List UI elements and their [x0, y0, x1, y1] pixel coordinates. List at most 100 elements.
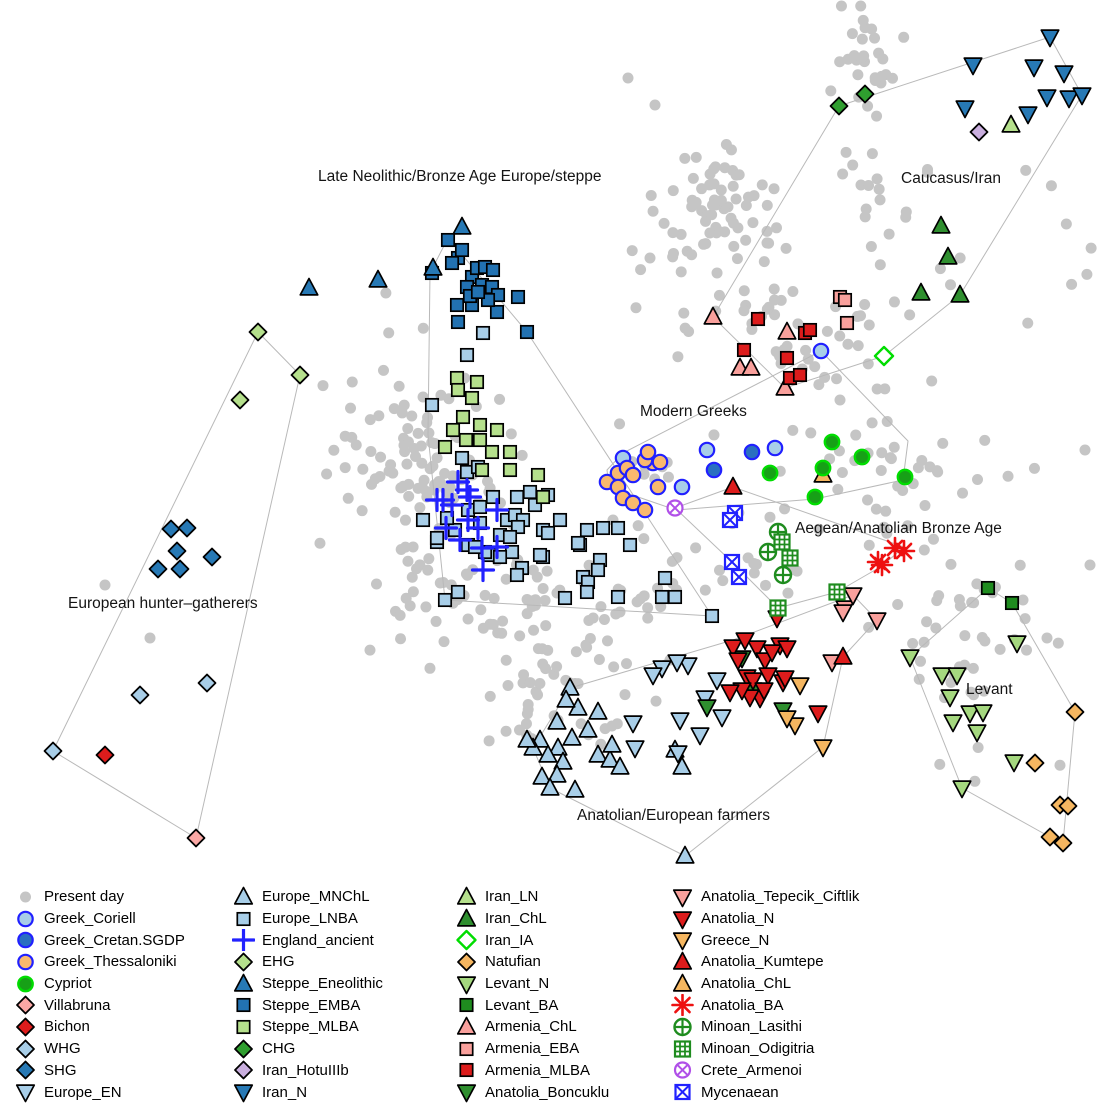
legend-marker-icon: [233, 1084, 254, 1103]
legend-marker-icon: [672, 951, 693, 970]
legend-marker-icon: [236, 911, 251, 926]
legend-marker-icon: [234, 1060, 253, 1080]
legend-item-label: Levant_N: [485, 975, 550, 993]
legend-marker-icon: [17, 910, 34, 927]
legend-marker-icon: [673, 1017, 692, 1037]
legend-item-label: Greece_N: [701, 931, 770, 949]
legend-item-label: Anatolia_ChL: [701, 975, 792, 993]
region-labels: Late Neolithic/Bronze Age Europe/steppe C…: [68, 168, 1013, 824]
series-Levant_N: [900, 635, 1027, 799]
legend-item-label: Minoan_Odigitria: [701, 1040, 815, 1058]
legend-marker-icon: [236, 1019, 251, 1035]
legend-marker-icon: [236, 998, 251, 1013]
legend-item-label: Villabruna: [44, 996, 111, 1014]
legend-item-label: WHG: [44, 1040, 81, 1058]
legend-marker-icon: [456, 1084, 477, 1103]
legend-marker-icon: [457, 952, 476, 972]
legend-item-label: Europe_MNChL: [262, 888, 370, 906]
legend-marker-icon: [15, 1084, 36, 1103]
series-CHG: [829, 84, 875, 116]
region-label: Late Neolithic/Bronze Age Europe/steppe: [318, 168, 602, 185]
legend-item-label: Iran_N: [262, 1083, 308, 1101]
region-label: Anatolian/European farmers: [577, 807, 770, 824]
legend-marker-icon: [20, 891, 31, 903]
legend-item-label: Present day: [44, 888, 125, 906]
series-Cypriot: [761, 433, 914, 506]
series-Anatolia_Tepecik_Ciftlik: [822, 587, 887, 673]
legend-item-label: Steppe_MLBA: [262, 1018, 359, 1036]
cluster-hulls: [52, 36, 1083, 857]
legend-item-Iran_ChL: Iran_ChL: [455, 908, 609, 930]
legend-item-label: Greek_Thessaloniki: [44, 953, 177, 971]
legend-marker-icon: [672, 973, 693, 992]
series-Anatolia_BA: [866, 536, 916, 577]
legend-marker-icon: [232, 929, 255, 952]
legend-item-Steppe_Eneolithic: Steppe_Eneolithic: [232, 973, 383, 995]
legend-item-Anatolia_Tepecik_Ciftlik: Anatolia_Tepecik_Ciftlik: [671, 886, 859, 908]
legend-marker-icon: [234, 952, 253, 972]
legend-column-2: Europe_MNChL Europe_LNBA England_ancient EH…: [232, 886, 383, 1103]
legend-marker-icon: [456, 975, 477, 994]
legend-item-Bichon: Bichon: [14, 1016, 185, 1038]
legend-item-Europe_MNChL: Europe_MNChL: [232, 886, 383, 908]
series-EHG: [230, 322, 310, 410]
legend-item-Cypriot: Cypriot: [14, 973, 185, 995]
series-Europe_LNBA: [415, 325, 720, 624]
series-Greek_Coriell: [614, 342, 830, 496]
legend-marker-icon: [672, 910, 693, 929]
legend-item-label: Armenia_EBA: [485, 1040, 580, 1058]
legend-item-label: Anatolia_Boncuklu: [485, 1083, 610, 1101]
legend-item-Natufian: Natufian: [455, 951, 609, 973]
series-WHG: [43, 673, 217, 761]
region-label: Caucasus/Iran: [901, 170, 1001, 187]
legend-marker-icon: [17, 975, 34, 992]
legend-item-Steppe_MLBA: Steppe_MLBA: [232, 1016, 383, 1038]
series-Armenia_MLBA: [736, 311, 818, 386]
legend-item-label: Armenia_MLBA: [485, 1061, 591, 1079]
series-Greece_N: [777, 677, 833, 758]
legend-marker-icon: [459, 1041, 474, 1056]
legend-marker-icon: [672, 932, 693, 951]
legend-marker-icon: [459, 1063, 474, 1078]
legend-item-Greek_Coriell: Greek_Coriell: [14, 908, 185, 930]
series-SHG: [148, 518, 222, 579]
series-Iran_HotuIIIb: [969, 122, 989, 142]
legend-item-Anatolia_Boncuklu: Anatolia_Boncuklu: [455, 1081, 609, 1103]
series-Armenia_EBA: [832, 289, 855, 331]
legend-column-3: Iran_LN Iran_ChL Iran_IA Natufian Levant_N Le…: [455, 886, 609, 1103]
legend-item-label: Anatolia_BA: [701, 996, 784, 1014]
legend-item-label: CHG: [262, 1040, 296, 1058]
legend-item-label: Natufian: [485, 953, 541, 971]
legend-item-label: Greek_Coriell: [44, 910, 136, 928]
legend-item-label: EHG: [262, 953, 295, 971]
legend-item-label: Greek_Cretan.SGDP: [44, 931, 185, 949]
legend-marker-icon: [673, 1061, 692, 1079]
legend-item-Mycenaean: Mycenaean: [671, 1081, 859, 1103]
legend-item-label: Iran_LN: [485, 888, 539, 906]
legend-item-Villabruna: Villabruna: [14, 994, 185, 1016]
series-Crete_Armenoi: [666, 499, 684, 517]
series-Villabruna: [186, 828, 206, 848]
legend-marker-icon: [16, 1039, 35, 1059]
series-Minoan_Odigitria: [769, 533, 846, 617]
legend-item-Iran_IA: Iran_IA: [455, 929, 609, 951]
region-label: Modern Greeks: [640, 403, 747, 420]
legend-item-label: Anatolia_Tepecik_Ciftlik: [701, 888, 860, 906]
legend-marker-icon: [234, 1039, 253, 1059]
legend-marker-icon: [16, 1060, 35, 1080]
legend-item-label: Iran_ChL: [485, 910, 547, 928]
hull-caucasus-iran: [712, 36, 1083, 389]
series-Natufian: [1025, 702, 1085, 853]
series-Mycenaean: [721, 504, 748, 586]
legend-item-Levant_BA: Levant_BA: [455, 994, 609, 1016]
legend-item-Crete_Armenoi: Crete_Armenoi: [671, 1060, 859, 1082]
series-Greek_Thessaloniki: [598, 443, 669, 519]
series-Anatolia_Kumtepe: [723, 476, 853, 665]
region-label: Aegean/Anatolian Bronze Age: [795, 520, 1002, 537]
legend-item-label: Armenia_ChL: [485, 1018, 577, 1036]
legend-marker-icon: [672, 889, 693, 908]
legend-item-Greece_N: Greece_N: [671, 929, 859, 951]
legend-item-label: Europe_LNBA: [262, 910, 358, 928]
legend-item-label: Levant_BA: [485, 996, 559, 1014]
